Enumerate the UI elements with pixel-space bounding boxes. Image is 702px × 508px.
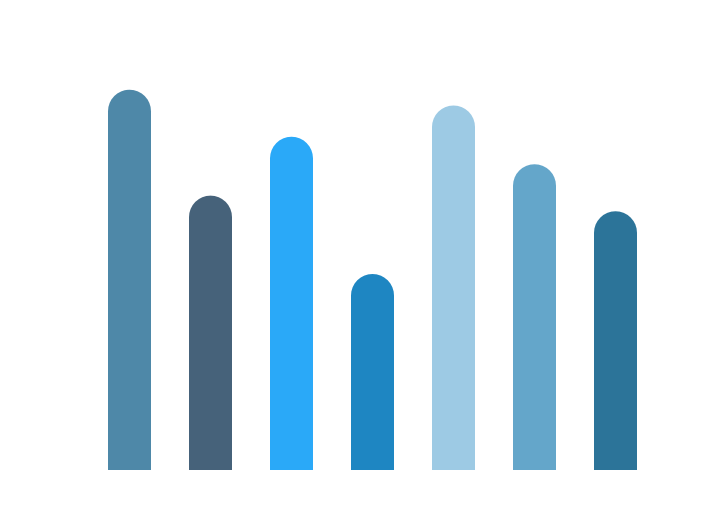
bar-3 — [270, 136, 313, 471]
bar-6 — [513, 164, 556, 470]
bar-7 — [594, 211, 637, 470]
bar-5 — [432, 105, 475, 470]
bar-2 — [189, 195, 233, 470]
bar-1 — [108, 89, 151, 470]
bars-group — [108, 89, 637, 471]
bar-4 — [351, 274, 394, 470]
